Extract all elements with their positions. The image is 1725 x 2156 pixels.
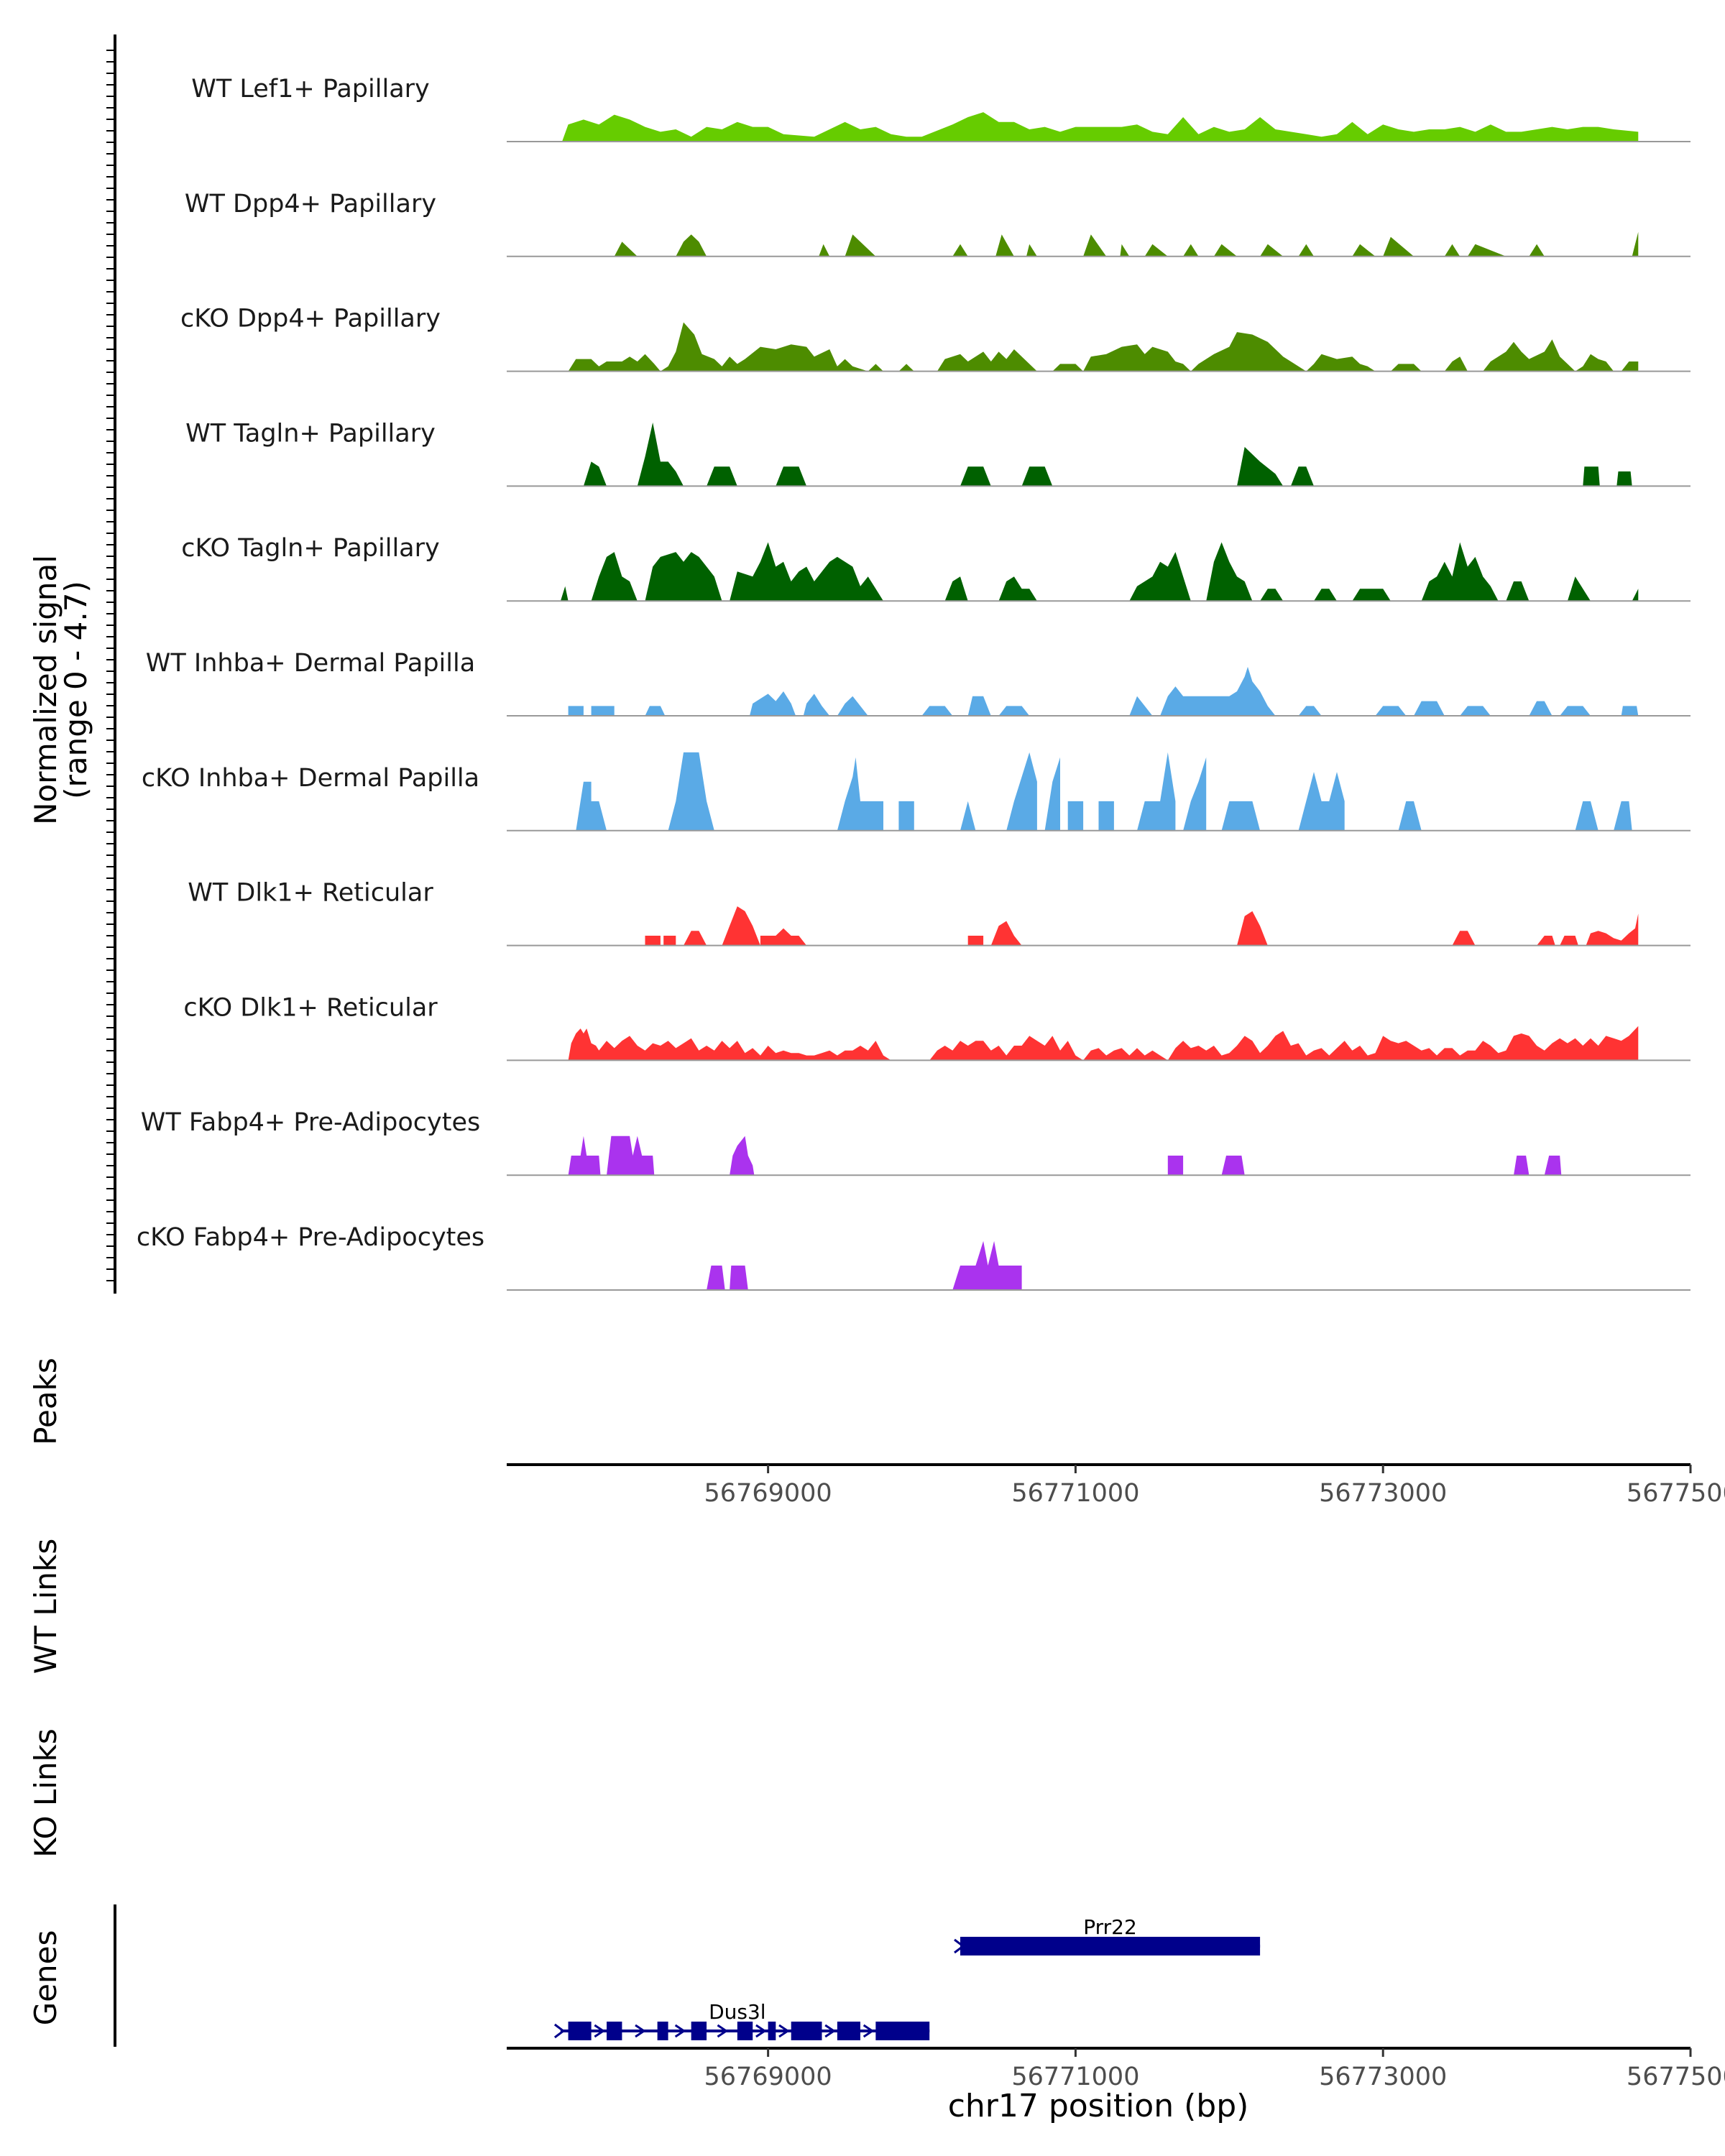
gene-exon — [691, 2022, 707, 2040]
strand-arrow — [954, 1938, 965, 1954]
peaks-panel-label: Peaks — [28, 1358, 63, 1445]
strand-arrow — [674, 2024, 686, 2038]
x-tick-label: 56773000 — [1319, 1479, 1447, 1508]
coverage-track: WT Dlk1+ Reticular — [188, 879, 1690, 946]
coverage-track: WT Inhba+ Dermal Papilla — [146, 649, 1690, 717]
coverage-area — [568, 322, 1639, 372]
track-label: cKO Inhba+ Dermal Papilla — [142, 764, 479, 793]
coverage-track: WT Lef1+ Papillary — [191, 75, 1690, 142]
gene-label: Dus3l — [709, 2000, 766, 2024]
coverage-ylabel-line2: (range 0 - 4.7) — [58, 581, 93, 799]
coverage-area — [560, 542, 1639, 602]
x-tick-label: 56771000 — [1011, 2063, 1139, 2091]
coverage-y-axis-ticks — [106, 50, 115, 1281]
coverage-area — [583, 422, 1632, 487]
x-tick-label: 56775000 — [1627, 2063, 1725, 2091]
x-tick-label: 56771000 — [1011, 1479, 1139, 1508]
track-label: cKO Tagln+ Papillary — [181, 534, 440, 563]
track-label: cKO Fabp4+ Pre-Adipocytes — [137, 1223, 484, 1252]
coverage-track: cKO Tagln+ Papillary — [181, 534, 1690, 602]
coverage-area — [614, 231, 1639, 257]
strand-arrow — [862, 2024, 875, 2038]
gene-exon — [737, 2022, 753, 2040]
coverage-tracks: WT Lef1+ Papillary WT Dpp4+ Papillary cKO … — [137, 75, 1690, 1291]
track-label: WT Dlk1+ Reticular — [188, 879, 433, 908]
coverage-track: cKO Dpp4+ Papillary — [180, 305, 1690, 372]
gene-exon — [607, 2022, 622, 2040]
coverage-area — [562, 112, 1639, 142]
coverage-area — [568, 1026, 1639, 1061]
ko-links-panel-label: KO Links — [28, 1728, 63, 1858]
strand-arrow — [755, 2024, 767, 2038]
gene-exon — [960, 1937, 1261, 1955]
gene-exon — [768, 2022, 776, 2040]
track-label: WT Dpp4+ Papillary — [185, 190, 436, 218]
track-label: WT Inhba+ Dermal Papilla — [146, 649, 475, 678]
gene-exon — [875, 2022, 930, 2040]
coverage-area — [568, 1135, 1562, 1176]
coverage-track: cKO Inhba+ Dermal Papilla — [142, 752, 1690, 831]
genes-x-axis: 56769000 56771000 56773000 56775000 — [507, 2047, 1725, 2091]
gene: Dus3l — [553, 2000, 930, 2040]
strand-arrow — [824, 2024, 836, 2038]
coverage-area — [568, 666, 1639, 716]
gene-exon — [837, 2022, 860, 2040]
strand-arrow — [717, 2024, 729, 2038]
coverage-track: cKO Dlk1+ Reticular — [183, 993, 1690, 1061]
peaks-x-axis: 56769000 56771000 56773000 56775000 — [507, 1463, 1725, 1508]
strand-arrow — [594, 2024, 606, 2038]
strand-arrow — [778, 2024, 790, 2038]
coverage-track: WT Dpp4+ Papillary — [185, 190, 1690, 257]
coverage-track: cKO Fabp4+ Pre-Adipocytes — [137, 1223, 1690, 1291]
track-label: cKO Dlk1+ Reticular — [183, 993, 438, 1022]
track-label: WT Tagln+ Papillary — [185, 419, 436, 448]
gene-annotations: Prr22 Dus3l — [553, 1915, 1261, 2040]
track-label: WT Lef1+ Papillary — [191, 75, 430, 103]
x-tick-label: 56773000 — [1319, 2063, 1447, 2091]
x-tick-label: 56769000 — [704, 1479, 832, 1508]
genes-panel-label: Genes — [28, 1930, 63, 2026]
x-tick-label: 56775000 — [1627, 1479, 1725, 1508]
coverage-area — [576, 752, 1632, 831]
gene-label: Prr22 — [1083, 1915, 1137, 1939]
gene-exon — [657, 2022, 668, 2040]
strand-arrow — [553, 2023, 566, 2039]
gene-exon — [568, 2022, 592, 2040]
coverage-track: WT Tagln+ Papillary — [185, 419, 1690, 487]
track-label: cKO Dpp4+ Papillary — [180, 305, 441, 333]
wt-links-panel-label: WT Links — [28, 1539, 63, 1674]
coverage-area — [645, 906, 1639, 946]
gene: Prr22 — [954, 1915, 1261, 1955]
gene-exon — [791, 2022, 822, 2040]
x-tick-label: 56769000 — [704, 2063, 832, 2091]
coverage-ylabel-line1: Normalized signal — [28, 555, 63, 825]
track-label: WT Fabp4+ Pre-Adipocytes — [141, 1108, 480, 1137]
x-axis-title: chr17 position (bp) — [948, 2088, 1249, 2124]
coverage-track: WT Fabp4+ Pre-Adipocytes — [141, 1108, 1690, 1176]
strand-arrow — [635, 2024, 646, 2038]
coverage-area — [707, 1240, 1022, 1290]
